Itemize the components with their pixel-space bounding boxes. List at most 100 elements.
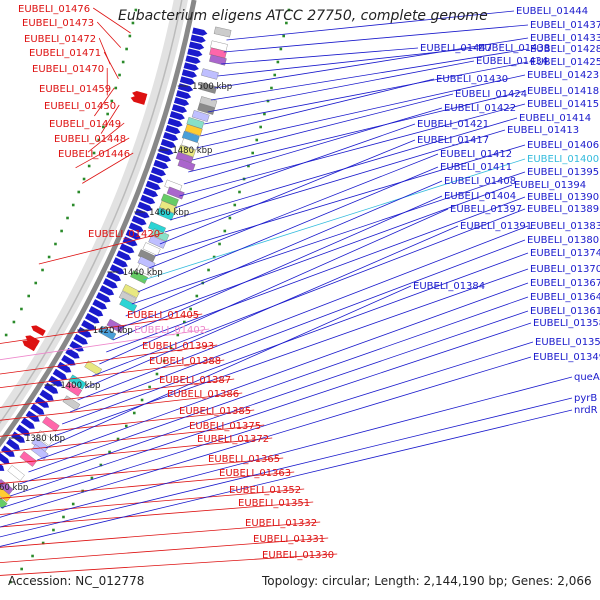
forward-gene-arrow bbox=[171, 104, 188, 114]
forward-gene-arrow bbox=[99, 285, 115, 296]
forward-gene-arrow bbox=[0, 452, 10, 464]
leader-line bbox=[154, 144, 526, 257]
forward-gene-arrow bbox=[167, 118, 183, 128]
leader-line bbox=[143, 158, 526, 281]
forward-gene-arrow bbox=[52, 368, 67, 380]
right-gene-label: EUBELI_01421 bbox=[417, 119, 489, 130]
leader-line bbox=[159, 139, 416, 245]
track-dot bbox=[71, 502, 75, 506]
feature-block bbox=[177, 158, 196, 172]
leader-line bbox=[0, 397, 573, 538]
track-dot bbox=[31, 554, 34, 558]
leader-line bbox=[99, 208, 449, 365]
track-dot bbox=[118, 73, 121, 77]
right-gene-label: EUBELI_01380 bbox=[527, 235, 599, 246]
track-dot bbox=[41, 268, 44, 272]
track-dot bbox=[20, 567, 23, 571]
forward-gene-arrow bbox=[163, 131, 179, 142]
leader-line bbox=[77, 225, 529, 401]
leader-line bbox=[0, 471, 295, 499]
left-gene-label: EUBELI_01332 bbox=[245, 518, 317, 529]
tick-label: 1380 kbp bbox=[25, 434, 65, 444]
forward-gene-arrow bbox=[169, 111, 185, 121]
forward-gene-arrow bbox=[175, 90, 192, 99]
left-gene-label: EUBELI_01470 bbox=[32, 64, 104, 75]
right-gene-label: EUBELI_01408 bbox=[444, 176, 516, 187]
right-gene-label: queA bbox=[574, 372, 600, 383]
tick-label: 1460 kbp bbox=[149, 208, 189, 218]
forward-gene-arrow bbox=[16, 424, 31, 436]
right-gene-label: EUBELI_01358 bbox=[533, 318, 600, 329]
tick-label: 1360 kbp bbox=[0, 483, 28, 493]
track-dot bbox=[34, 281, 38, 285]
track-dot bbox=[207, 268, 210, 272]
forward-gene-arrow bbox=[6, 438, 20, 450]
forward-gene-arrow bbox=[39, 389, 54, 401]
forward-gene-arrow bbox=[102, 278, 118, 289]
track-dot bbox=[238, 190, 241, 194]
track-dot bbox=[92, 151, 96, 155]
reverse-gene-arrow bbox=[31, 325, 46, 337]
leader-line bbox=[87, 122, 125, 153]
track-dot bbox=[106, 112, 109, 116]
backbone-arc bbox=[0, 0, 197, 448]
feature-block bbox=[191, 110, 210, 122]
right-gene-label: EUBELI_01438 bbox=[478, 43, 550, 54]
reverse-gene-arrow bbox=[25, 335, 40, 347]
right-gene-label: EUBELI_01391 bbox=[460, 221, 532, 232]
track-dot bbox=[110, 99, 114, 103]
left-gene-label: EUBELI_01388 bbox=[149, 356, 221, 367]
leader-line bbox=[0, 392, 243, 421]
leader-line bbox=[19, 310, 529, 485]
leader-line bbox=[179, 103, 526, 197]
right-gene-label: EUBELI_01395 bbox=[527, 167, 599, 178]
leader-line bbox=[214, 37, 529, 89]
gc-skew-band bbox=[0, 0, 188, 433]
forward-gene-arrow bbox=[183, 62, 199, 71]
track-dot bbox=[228, 216, 232, 220]
tick-label: 1480 kbp bbox=[172, 146, 212, 156]
accession-text: Accession: NC_012778 bbox=[8, 574, 145, 588]
leader-line bbox=[137, 166, 439, 293]
track-dot bbox=[77, 190, 81, 194]
right-gene-label: EUBELI_01430 bbox=[436, 74, 508, 85]
feature-block bbox=[64, 381, 83, 397]
forward-gene-arrow bbox=[131, 215, 147, 226]
leader-line bbox=[226, 10, 515, 41]
leader-line bbox=[0, 341, 534, 509]
track-dot bbox=[183, 320, 186, 324]
leader-line bbox=[92, 208, 526, 377]
track-dot bbox=[102, 125, 105, 129]
track-dot bbox=[125, 47, 128, 51]
right-gene-label: EUBELI_01433 bbox=[530, 33, 600, 44]
leader-line bbox=[204, 61, 529, 125]
leader-line bbox=[53, 268, 529, 437]
track-dot bbox=[82, 177, 86, 181]
track-dot bbox=[223, 229, 227, 233]
track-dot bbox=[99, 463, 103, 467]
feature-block bbox=[130, 270, 149, 284]
right-gene-label: EUBELI_01422 bbox=[444, 103, 516, 114]
leader-line bbox=[0, 356, 532, 518]
forward-gene-arrow bbox=[84, 313, 100, 324]
leader-line bbox=[0, 501, 314, 528]
leader-line bbox=[0, 537, 329, 563]
leader-line bbox=[10, 322, 532, 497]
right-gene-label: EUBELI_01349 bbox=[533, 352, 600, 363]
forward-gene-arrow bbox=[56, 361, 72, 373]
leader-line bbox=[188, 90, 526, 173]
left-gene-label: EUBELI_01471 bbox=[29, 48, 101, 59]
forward-gene-arrow bbox=[188, 41, 205, 50]
forward-gene-arrow bbox=[140, 194, 156, 205]
inner-ring-line bbox=[0, 0, 183, 424]
forward-gene-arrow bbox=[0, 459, 5, 471]
track-dot bbox=[108, 450, 111, 454]
forward-gene-arrow bbox=[106, 271, 122, 282]
track-dot bbox=[4, 333, 8, 337]
feature-block bbox=[7, 465, 25, 481]
leader-line bbox=[0, 488, 305, 515]
track-dot bbox=[9, 580, 12, 584]
leader-line bbox=[92, 7, 131, 34]
feature-block bbox=[84, 360, 103, 376]
leader-line bbox=[217, 47, 477, 77]
